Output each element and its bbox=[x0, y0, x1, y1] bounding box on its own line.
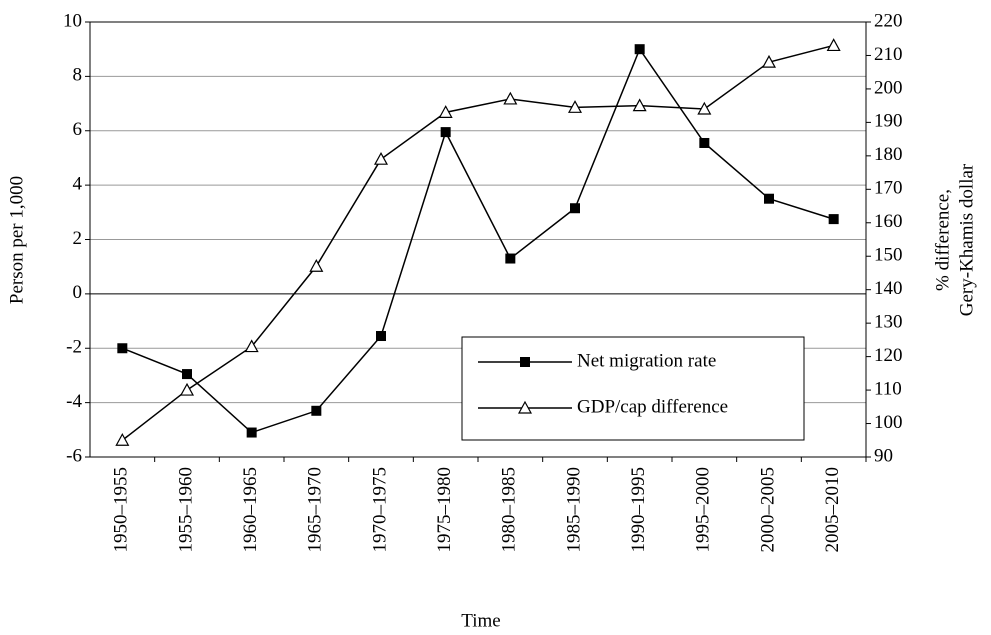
y-tick-label: 6 bbox=[73, 119, 83, 140]
x-axis-title: Time bbox=[461, 610, 500, 631]
y2-tick-label: 200 bbox=[874, 77, 903, 98]
x-tick-label: 2000–2005 bbox=[757, 467, 778, 553]
legend-label: GDP/cap difference bbox=[577, 396, 728, 417]
y2-tick-label: 190 bbox=[874, 111, 903, 132]
y-tick-label: 10 bbox=[63, 10, 82, 31]
marker bbox=[567, 100, 583, 113]
marker bbox=[632, 98, 647, 112]
marker bbox=[440, 127, 451, 138]
x-tick-label: 1960–1965 bbox=[240, 467, 261, 553]
x-tick-label: 1955–1960 bbox=[175, 467, 196, 553]
marker bbox=[634, 44, 645, 55]
y2-tick-label: 170 bbox=[874, 178, 903, 199]
marker bbox=[699, 137, 710, 148]
y-tick-label: 4 bbox=[73, 173, 83, 194]
marker bbox=[182, 369, 192, 380]
marker bbox=[311, 405, 322, 416]
x-tick-label: 1980–1985 bbox=[499, 467, 520, 553]
marker bbox=[520, 357, 530, 367]
marker bbox=[438, 105, 453, 118]
marker bbox=[761, 54, 777, 68]
y2-tick-label: 220 bbox=[874, 10, 903, 31]
y-tick-label: -4 bbox=[66, 391, 82, 412]
marker bbox=[246, 427, 257, 438]
marker bbox=[503, 91, 518, 105]
y-axis-title: Person per 1,000 bbox=[6, 176, 27, 304]
y2-tick-label: 110 bbox=[874, 378, 902, 399]
marker bbox=[376, 331, 386, 342]
marker bbox=[244, 339, 259, 353]
x-tick-label: 1965–1970 bbox=[305, 467, 326, 553]
marker bbox=[373, 151, 389, 165]
y2-axis-title: % difference, bbox=[932, 189, 953, 291]
y2-tick-label: 140 bbox=[874, 278, 903, 299]
marker bbox=[828, 214, 839, 225]
marker bbox=[570, 203, 580, 214]
marker bbox=[309, 259, 324, 272]
y-tick-label: -6 bbox=[66, 445, 82, 466]
y2-tick-label: 160 bbox=[874, 211, 903, 232]
y2-tick-label: 100 bbox=[874, 412, 903, 433]
y-tick-label: 8 bbox=[73, 65, 83, 86]
y-tick-label: -2 bbox=[66, 337, 82, 358]
marker bbox=[117, 343, 128, 354]
legend-box bbox=[461, 336, 805, 441]
x-tick-label: 2005–2010 bbox=[822, 467, 843, 553]
marker bbox=[697, 101, 712, 115]
y2-tick-label: 180 bbox=[874, 144, 903, 165]
series-line bbox=[121, 44, 834, 441]
x-tick-label: 1985–1990 bbox=[563, 467, 584, 553]
y2-tick-label: 150 bbox=[874, 245, 903, 266]
series-line bbox=[122, 47, 834, 434]
y2-tick-label: 90 bbox=[874, 445, 893, 466]
x-tick-label: 1995–2000 bbox=[693, 467, 714, 553]
marker bbox=[826, 38, 841, 52]
marker bbox=[764, 193, 774, 204]
x-tick-label: 1990–1995 bbox=[628, 467, 649, 553]
marker bbox=[179, 382, 195, 396]
legend-label: Net migration rate bbox=[577, 350, 716, 371]
marker bbox=[115, 433, 130, 446]
y-tick-label: 0 bbox=[73, 282, 83, 303]
y-tick-label: 2 bbox=[73, 228, 83, 249]
x-tick-label: 1970–1975 bbox=[369, 467, 390, 553]
x-tick-label: 1950–1955 bbox=[111, 467, 132, 553]
y2-axis-title: Gery-Khamis dollar bbox=[956, 163, 977, 316]
y2-tick-label: 130 bbox=[874, 312, 903, 333]
marker bbox=[505, 253, 516, 264]
x-tick-label: 1975–1980 bbox=[434, 467, 455, 553]
y2-tick-label: 210 bbox=[874, 44, 903, 65]
marker bbox=[517, 400, 533, 414]
y2-tick-label: 120 bbox=[874, 345, 903, 366]
